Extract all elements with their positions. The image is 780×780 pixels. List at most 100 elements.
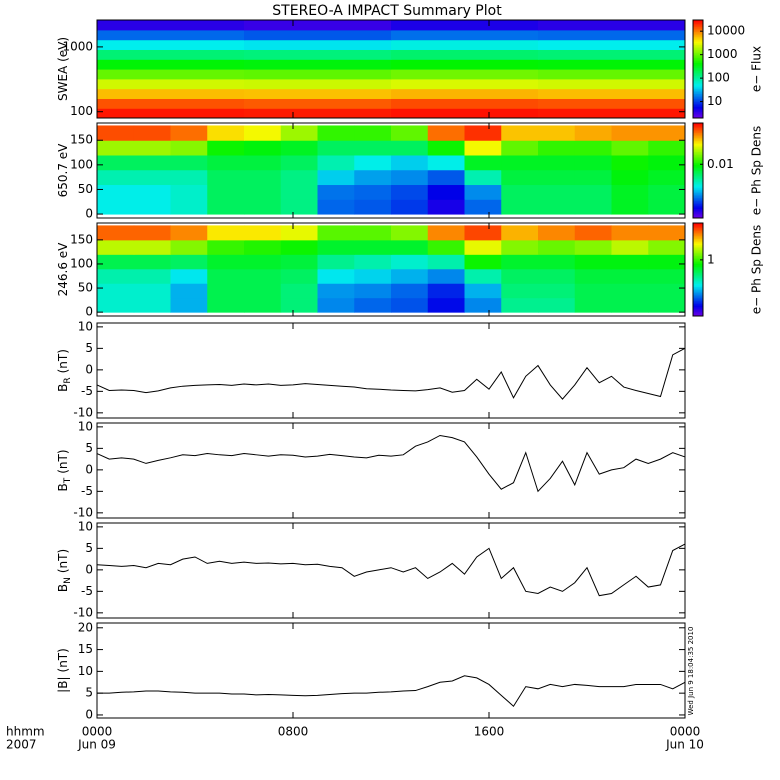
heatmap-cell [574, 169, 612, 186]
heatmap-cell [354, 199, 392, 215]
heatmap-cell [538, 297, 576, 313]
heatmap-cell [97, 59, 245, 70]
colorbar-strip [693, 203, 703, 206]
colorbar-strip [693, 281, 703, 284]
heatmap-cell [501, 254, 539, 270]
colorbar-strip [693, 156, 703, 159]
heatmap-cell [391, 69, 539, 80]
y-tick-label: 5 [85, 441, 93, 455]
heatmap-cell [207, 239, 245, 255]
heatmap-cell [133, 239, 171, 255]
heatmap-cell [97, 297, 135, 313]
heatmap-cell [317, 140, 355, 156]
colorbar-strip [693, 195, 703, 198]
y-tick-label: 5 [85, 686, 93, 700]
heatmap-cell [538, 98, 686, 109]
y-tick-label: 20 [78, 620, 93, 634]
heatmap-cell [648, 169, 686, 186]
heatmap-cell [97, 29, 245, 41]
colorbar-strip [693, 243, 703, 246]
colorbar-strip [693, 295, 703, 298]
colorbar-strip [693, 132, 703, 135]
heatmap-cell [317, 154, 355, 171]
y-tick-label: 0 [85, 362, 93, 376]
heatmap-cell [648, 125, 686, 141]
colorbar-strip [693, 258, 703, 261]
colorbar-strip [693, 289, 703, 292]
heatmap-cell [611, 154, 649, 171]
heatmap-cell [133, 169, 171, 186]
colorbar-strip [693, 283, 703, 286]
heatmap-cell [501, 239, 539, 255]
y-axis-label: BN (nT) [56, 549, 73, 592]
heatmap-cell [280, 239, 318, 255]
colorbar-strip [693, 202, 703, 205]
heatmap-cell [244, 88, 392, 99]
heatmap-cell [97, 49, 245, 60]
heatmap-cell [464, 140, 502, 156]
heatmap-cell [97, 268, 135, 284]
colorbar-strip [693, 157, 703, 160]
heatmap-cell [207, 268, 245, 284]
heatmap-cell [538, 39, 686, 50]
colorbar-strip [693, 277, 703, 280]
y-axis-label-unit: (nT) [56, 349, 70, 373]
colorbar-strip [693, 266, 703, 269]
colorbar-strip [693, 111, 703, 114]
heatmap-cell [170, 140, 208, 156]
heatmap-cell [501, 169, 539, 186]
heatmap-cell [574, 140, 612, 156]
colorbar-strip [693, 180, 703, 183]
colorbar-strip [693, 137, 703, 140]
colorbar-strip [693, 65, 703, 68]
x-tick-label: 1600 [474, 725, 505, 739]
plot-frame [96, 19, 686, 119]
heatmap-cell [354, 254, 392, 270]
colorbar-tick-label: 1000 [707, 47, 738, 61]
heatmap-cell [170, 199, 208, 215]
colorbar-strip [693, 83, 703, 86]
colorbar-strip [693, 211, 703, 214]
y-tick-label: 10 [78, 519, 93, 533]
heatmap-cell [97, 69, 245, 80]
heatmap-cell [133, 199, 171, 215]
heatmap-cell [464, 239, 502, 255]
colorbar-strip [693, 113, 703, 116]
heatmap-cell [611, 268, 649, 284]
colorbar-tick-label: 10 [707, 94, 722, 108]
colorbar-strip [693, 159, 703, 162]
colorbar-strip [693, 149, 703, 152]
y-tick-label: 5 [85, 541, 93, 555]
y-tick-label: -10 [73, 605, 93, 619]
heatmap-cell [207, 184, 245, 200]
colorbar-strip [693, 69, 703, 72]
y-tick-label: 50 [78, 182, 93, 196]
plot-frame [96, 122, 686, 219]
colorbar-strip [693, 42, 703, 45]
heatmap-cell [317, 169, 355, 186]
heatmap-cell [574, 154, 612, 171]
heatmap-cell [427, 140, 465, 156]
heatmap-cell [574, 254, 612, 270]
colorbar-strip [693, 114, 703, 117]
colorbar-strip [693, 21, 703, 24]
y-axis-label-main: B [56, 384, 70, 392]
heatmap-cell [391, 268, 429, 284]
x-tick-label: 0000 [670, 725, 701, 739]
heatmap-cell [244, 268, 282, 284]
colorbar-strip [693, 75, 703, 78]
heatmap-cell [244, 69, 392, 80]
heatmap-cell [391, 20, 539, 31]
colorbar-strip [693, 178, 703, 181]
y-tick-label: -5 [81, 584, 93, 598]
colorbar-strip [693, 28, 703, 31]
heatmap-cell [574, 283, 612, 299]
heatmap [97, 20, 686, 119]
heatmap-cell [538, 69, 686, 80]
colorbar-strip [693, 244, 703, 247]
heatmap-cell [427, 125, 465, 141]
colorbar-strip [693, 250, 703, 253]
heatmap-cell [648, 225, 686, 241]
heatmap-cell [501, 199, 539, 215]
plot-frame [96, 222, 686, 317]
